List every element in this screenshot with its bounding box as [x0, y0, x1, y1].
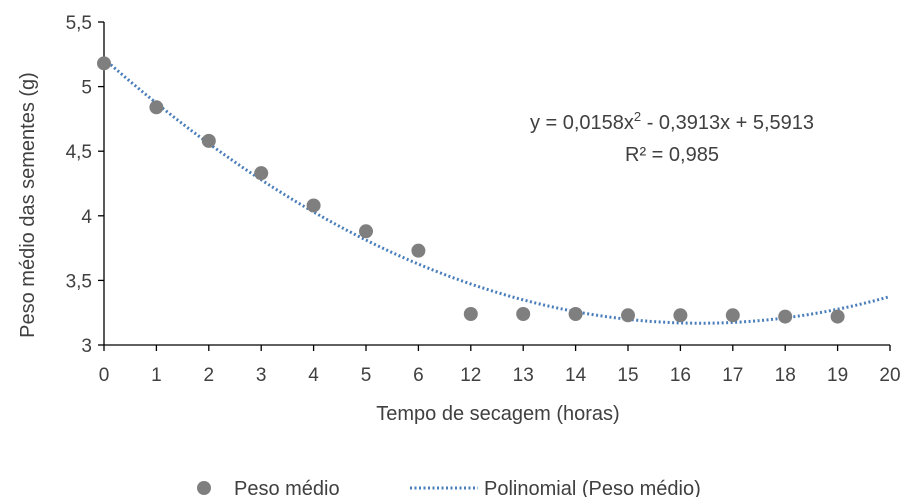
y-tick-label: 4	[81, 207, 92, 228]
x-tick-label: 15	[617, 365, 638, 386]
data-point	[673, 308, 688, 323]
y-tick-labels: 3 3,5 4 4,5 5 5,5	[66, 13, 93, 357]
x-tick-label: 13	[513, 365, 534, 386]
x-tick-label: 12	[460, 365, 481, 386]
x-tick-label: 16	[670, 365, 691, 386]
x-tick-label: 17	[722, 365, 743, 386]
x-tick-label: 20	[879, 365, 900, 386]
data-point	[359, 224, 373, 239]
r-squared-label: R² = 0,985	[625, 144, 719, 166]
points-layer	[97, 56, 845, 324]
legend-label-trendline: Polinomial (Peso médio)	[484, 478, 701, 497]
x-tick-label: 6	[413, 365, 424, 386]
data-point	[97, 56, 111, 71]
data-point	[463, 306, 478, 321]
legend: Peso médio Polinomial (Peso médio)	[197, 478, 701, 497]
x-tick-label: 2	[204, 365, 215, 386]
trendline-layer	[103, 57, 891, 325]
data-point	[778, 309, 793, 324]
x-tick-labels: 0 1 2 3 4 5 6 12 13 14 15 16 17 18 19 20	[99, 365, 901, 386]
data-point	[254, 166, 269, 181]
data-point	[411, 243, 426, 258]
data-point	[621, 308, 635, 323]
x-tick-label: 4	[308, 365, 319, 386]
data-point	[725, 308, 740, 323]
x-tick-label: 18	[775, 365, 796, 386]
data-point	[568, 306, 583, 321]
data-point	[201, 133, 216, 148]
data-point	[830, 309, 845, 324]
x-tick-label: 0	[99, 365, 110, 386]
y-axis-title: Peso médio das sementes (g)	[17, 72, 39, 338]
axes	[98, 21, 891, 351]
y-tick-label: 5	[81, 78, 92, 99]
y-tick-label: 5,5	[66, 13, 92, 34]
x-tick-label: 3	[256, 365, 267, 386]
legend-label-points: Peso médio	[234, 478, 340, 497]
data-point	[516, 306, 531, 321]
x-tick-label: 19	[827, 365, 848, 386]
x-axis-title: Tempo de secagem (horas)	[376, 403, 619, 425]
x-tick-label: 5	[361, 365, 372, 386]
x-tick-label: 14	[565, 365, 587, 386]
trendline	[103, 57, 891, 325]
x-tick-label: 1	[151, 365, 162, 386]
trendline-equation: y = 0,0158x2 - 0,3913x + 5,5913	[530, 109, 814, 134]
legend-marker-points	[197, 481, 211, 495]
y-tick-label: 4,5	[66, 142, 92, 163]
data-point	[149, 100, 164, 115]
data-point	[306, 198, 321, 213]
y-tick-label: 3	[81, 336, 92, 357]
y-tick-label: 3,5	[66, 271, 92, 292]
